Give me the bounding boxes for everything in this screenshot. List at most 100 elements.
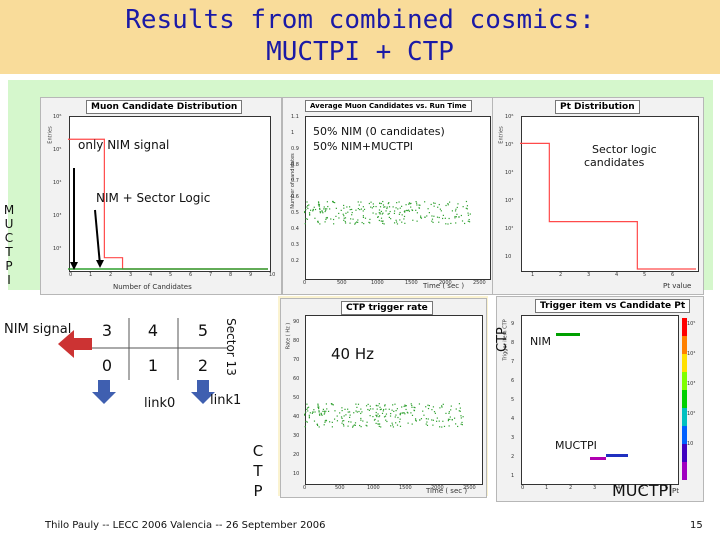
ctp-rate-point xyxy=(432,406,435,408)
avg-muon-point xyxy=(383,223,385,225)
avg-muon-point xyxy=(461,220,464,222)
ctp-rate-point xyxy=(453,417,456,419)
ctp-rate-point xyxy=(438,420,440,422)
avg-muon-point xyxy=(462,206,464,208)
ctp-rate-point xyxy=(404,404,406,406)
tick-label: 10⁵ xyxy=(505,142,514,148)
ctp-rate-point xyxy=(413,406,415,408)
avg-muon-point xyxy=(448,201,451,203)
ctp-rate-point xyxy=(332,404,334,406)
heatmap-cell xyxy=(572,333,580,336)
avg-muon-point xyxy=(378,212,380,214)
avg-muon-point xyxy=(393,210,396,212)
avg-muon-point xyxy=(327,205,329,208)
avg-muon-point xyxy=(338,217,340,219)
avg-muon-point xyxy=(378,209,381,211)
tick-label: 2000 xyxy=(431,485,444,491)
avg-muon-point xyxy=(313,206,315,208)
ctp-rate-point xyxy=(460,423,462,425)
muctpi-letter: C xyxy=(4,231,14,245)
only-nim-signal-label: only NIM signal xyxy=(78,138,170,152)
avg-muon-point xyxy=(382,212,384,214)
avg-muon-point xyxy=(304,223,306,225)
sector13-label: Sector 13 xyxy=(223,318,238,376)
avg-muon-point xyxy=(387,213,389,215)
avg-muon-point xyxy=(388,202,390,204)
tick-label: 9 xyxy=(511,321,515,327)
ctp-rate-point xyxy=(379,406,381,408)
avg-muon-point xyxy=(440,210,442,212)
avg-muon-point xyxy=(428,212,430,214)
ctp-rate-point xyxy=(458,410,460,412)
candidates-label: candidates xyxy=(584,156,645,169)
ctp-rate-point xyxy=(397,416,399,419)
avg-muon-point xyxy=(363,223,365,225)
ctp-rate-point xyxy=(357,403,360,405)
ctp-rate-frame xyxy=(305,315,483,485)
avg-muon-point xyxy=(370,206,372,208)
ctp-rate-point xyxy=(390,412,392,415)
tick-label: 1000 xyxy=(367,485,380,491)
avg-muon-point xyxy=(395,219,397,221)
avg-muon-point xyxy=(338,212,340,215)
avg-muon-point xyxy=(307,207,309,210)
avg-muon-point xyxy=(437,206,439,208)
nim-label: NIM xyxy=(530,335,551,348)
sector-cell: 2 xyxy=(197,356,209,375)
ctp-rate-point xyxy=(366,421,368,423)
link0-label: link0 xyxy=(144,396,176,411)
ctp-rate-x-label: Time ( sec ) xyxy=(426,487,468,495)
ctp-rate-point xyxy=(343,425,345,427)
ctp-rate-point xyxy=(372,415,374,418)
ctp-rate-point xyxy=(325,403,327,405)
ctp-rate-point xyxy=(382,410,384,412)
ctp-rate-point xyxy=(395,422,397,424)
ctp-rate-point xyxy=(388,408,390,410)
heatmap-cell xyxy=(606,454,614,457)
ctp-rate-point xyxy=(351,426,354,428)
muctpi-letter: T xyxy=(5,245,13,259)
tick-label: 8 xyxy=(511,340,515,346)
avg-muon-point xyxy=(377,216,379,218)
avg-muon-point xyxy=(389,210,391,213)
avg-muon-point xyxy=(380,202,382,205)
avg-muon-point xyxy=(349,209,351,211)
ctp-rate-point xyxy=(361,411,363,413)
avg-muon-point xyxy=(468,218,470,221)
avg-muon-point xyxy=(436,216,439,218)
muctpi-small-label: MUCTPI xyxy=(555,439,597,452)
ctp-rate-point xyxy=(365,405,368,407)
avg-muon-point xyxy=(360,208,363,210)
avg-muon-frame xyxy=(305,116,491,280)
avg-muon-point xyxy=(397,208,399,210)
avg-muon-point xyxy=(307,205,309,207)
avg-muon-point xyxy=(445,204,447,207)
ctp-rate-point xyxy=(414,407,416,409)
avg-muon-point xyxy=(406,209,408,212)
avg-muon-point xyxy=(404,222,406,224)
avg-muon-point xyxy=(467,214,470,216)
ctp-rate-point xyxy=(406,411,408,413)
ctp-rate-point xyxy=(405,408,407,411)
avg-muon-point xyxy=(362,210,364,212)
tick-label: 3 xyxy=(129,272,133,278)
avg-muon-point xyxy=(448,217,450,220)
tick-label: 0.6 xyxy=(291,194,299,200)
ctp-rate-point xyxy=(377,405,379,407)
pt-distribution-frame xyxy=(521,116,699,272)
tick-label: 0 xyxy=(69,272,73,278)
avg-muon-title: Average Muon Candidates vs. Run Time xyxy=(305,100,472,112)
avg-muon-point xyxy=(418,207,421,209)
ctp-rate-title: CTP trigger rate xyxy=(341,301,433,315)
avg-muon-point xyxy=(304,211,306,213)
avg-muon-point xyxy=(420,215,422,217)
ctp-rate-point xyxy=(333,418,336,420)
ctp-rate-point xyxy=(445,412,447,414)
ctp-rate-point xyxy=(304,426,306,428)
ctp-rate-point xyxy=(441,405,443,407)
avg-muon-point xyxy=(324,210,326,213)
ctp-rate-point xyxy=(354,422,357,424)
avg-muon-point xyxy=(324,208,326,210)
tick-label: 90 xyxy=(293,319,300,325)
